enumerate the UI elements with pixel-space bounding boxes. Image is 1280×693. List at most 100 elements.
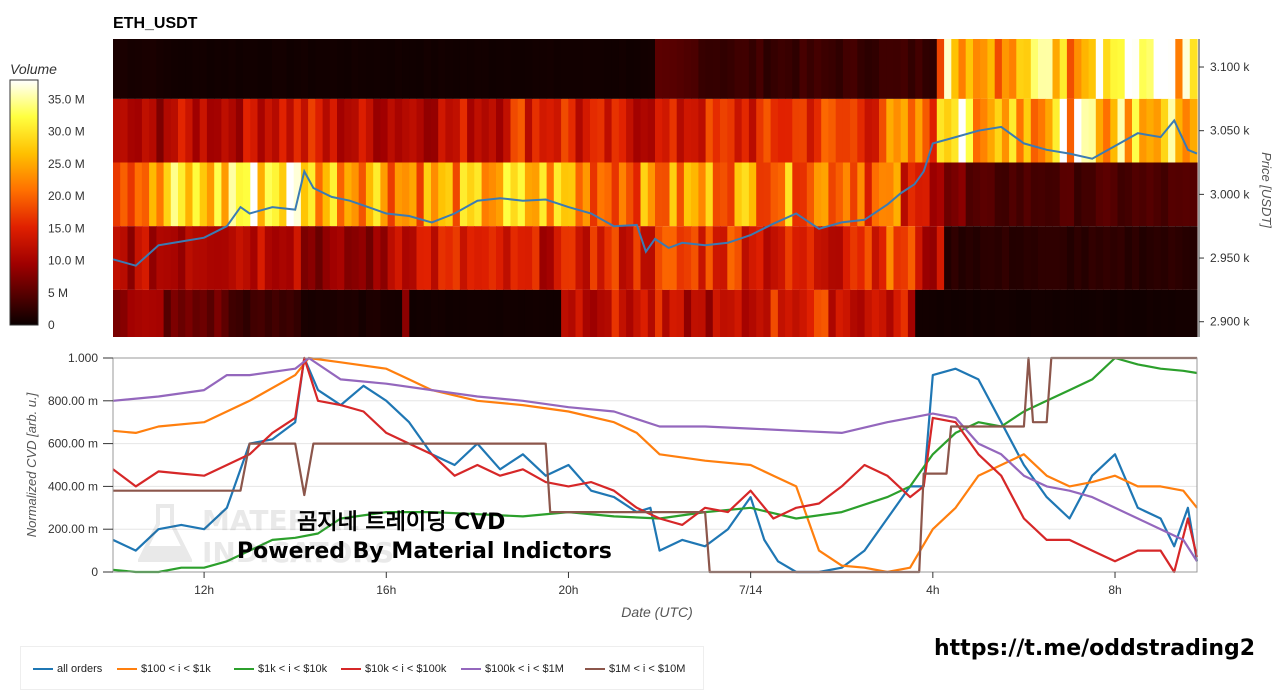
- heatmap-cell: [987, 162, 996, 227]
- heatmap-cell: [214, 162, 222, 227]
- heatmap-cell: [987, 289, 996, 337]
- legend-item[interactable]: $100 < i < $1k: [117, 661, 211, 677]
- heatmap-cell: [467, 98, 475, 163]
- heatmap-cell: [850, 289, 858, 337]
- heatmap-cell: [936, 162, 945, 227]
- legend-item[interactable]: $10k < i < $100k: [341, 661, 446, 677]
- heatmap-cell: [994, 162, 1003, 227]
- heatmap-cell: [676, 289, 685, 337]
- heatmap-cell: [358, 98, 367, 163]
- heatmap-cell: [344, 98, 353, 163]
- legend-item[interactable]: $1k < i < $10k: [234, 661, 327, 677]
- heatmap-cell: [293, 39, 302, 99]
- legend-item[interactable]: $100k < i < $1M: [461, 661, 564, 677]
- heatmap-cell: [221, 226, 230, 290]
- heatmap-cell: [741, 162, 750, 227]
- heatmap-cell: [944, 162, 952, 227]
- colorbar-tick-label: 20.0 M: [48, 189, 85, 203]
- heatmap-cell: [358, 162, 367, 227]
- heatmap-cell: [431, 162, 439, 227]
- heatmap-cell: [206, 226, 215, 290]
- heatmap-cell: [163, 39, 172, 99]
- heatmap-cell: [387, 98, 396, 163]
- heatmap-cell: [532, 226, 540, 290]
- heatmap-cell: [532, 289, 540, 337]
- heatmap-cell: [1023, 289, 1032, 337]
- heatmap-cell: [373, 39, 381, 99]
- heatmap-cell: [416, 39, 425, 99]
- heatmap-cell: [553, 39, 562, 99]
- heatmap-cell: [228, 162, 237, 227]
- heatmap-cell: [756, 98, 764, 163]
- heatmap-cell: [481, 289, 490, 337]
- heatmap-cell: [1001, 226, 1010, 290]
- heatmap-cell: [1117, 226, 1126, 290]
- legend-item[interactable]: all orders: [33, 661, 102, 677]
- heatmap-cell: [286, 39, 295, 99]
- heatmap-cell: [835, 98, 844, 163]
- heatmap-cell: [235, 289, 244, 337]
- heatmap-cell: [582, 226, 591, 290]
- heatmap-cell: [402, 289, 410, 337]
- heatmap-cell: [568, 39, 577, 99]
- heatmap-cell: [402, 98, 410, 163]
- heatmap-cell: [1182, 39, 1191, 99]
- heatmap-cell: [149, 39, 157, 99]
- heatmap-cell: [973, 162, 981, 227]
- heatmap-cell: [973, 39, 981, 99]
- heatmap-cell: [503, 98, 511, 163]
- heatmap-cell: [770, 226, 779, 290]
- heatmap-cell: [1103, 226, 1111, 290]
- heatmap-cell: [561, 98, 569, 163]
- heatmap-cell: [156, 98, 165, 163]
- heatmap-cell: [163, 98, 172, 163]
- heatmap-cell: [438, 39, 446, 99]
- heatmap-cell: [662, 98, 670, 163]
- legend-swatch: [585, 668, 605, 671]
- legend-item[interactable]: $1M < i < $10M: [585, 661, 685, 677]
- heatmap-cell: [329, 162, 338, 227]
- heatmap-cell: [604, 39, 613, 99]
- heatmap-cell: [257, 98, 266, 163]
- heatmap-cell: [1168, 98, 1176, 163]
- heatmap-cell: [243, 39, 251, 99]
- heatmap-cell: [539, 162, 548, 227]
- heatmap-cell: [590, 289, 598, 337]
- heatmap-cell: [308, 162, 316, 227]
- heatmap-cell: [900, 162, 909, 227]
- heatmap-cell: [748, 226, 757, 290]
- heatmap-cell: [633, 162, 642, 227]
- heatmap-cell: [879, 289, 887, 337]
- heatmap-cell: [178, 39, 186, 99]
- heatmap-cell: [1030, 289, 1039, 337]
- heatmap-cell: [879, 39, 887, 99]
- heatmap-cell: [626, 162, 634, 227]
- legend-swatch: [461, 668, 481, 671]
- heatmap-cell: [264, 289, 273, 337]
- heatmap-cell: [510, 226, 519, 290]
- heatmap-cell: [915, 289, 923, 337]
- heatmap-cell: [113, 98, 121, 163]
- heatmap-cell: [503, 162, 511, 227]
- heatmap-cell: [633, 289, 642, 337]
- heatmap-cell: [1189, 162, 1198, 227]
- heatmap-cell: [416, 98, 425, 163]
- heatmap-cell: [149, 162, 157, 227]
- heatmap-cell: [358, 39, 367, 99]
- heatmap-cell: [1052, 289, 1061, 337]
- heatmap-cell: [250, 39, 259, 99]
- heatmap-cell: [683, 39, 692, 99]
- heatmap-cell: [792, 162, 801, 227]
- heatmap-cell: [980, 162, 988, 227]
- legend: all orders $100 < i < $1k $1k < i < $10k $1…: [20, 646, 704, 690]
- heatmap-cell: [344, 162, 353, 227]
- heatmap-cell: [1088, 289, 1097, 337]
- heatmap-cell: [618, 226, 627, 290]
- heatmap-cell: [1030, 162, 1039, 227]
- heatmap-cell: [785, 162, 793, 227]
- telegram-url[interactable]: https://t.me/oddstrading2: [934, 636, 1256, 661]
- heatmap-cell: [1023, 98, 1032, 163]
- heatmap-cell: [958, 226, 967, 290]
- heatmap-cell: [1153, 162, 1162, 227]
- heatmap-cell: [821, 289, 829, 337]
